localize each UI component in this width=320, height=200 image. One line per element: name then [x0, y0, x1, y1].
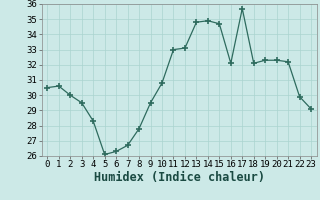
X-axis label: Humidex (Indice chaleur): Humidex (Indice chaleur)	[94, 171, 265, 184]
